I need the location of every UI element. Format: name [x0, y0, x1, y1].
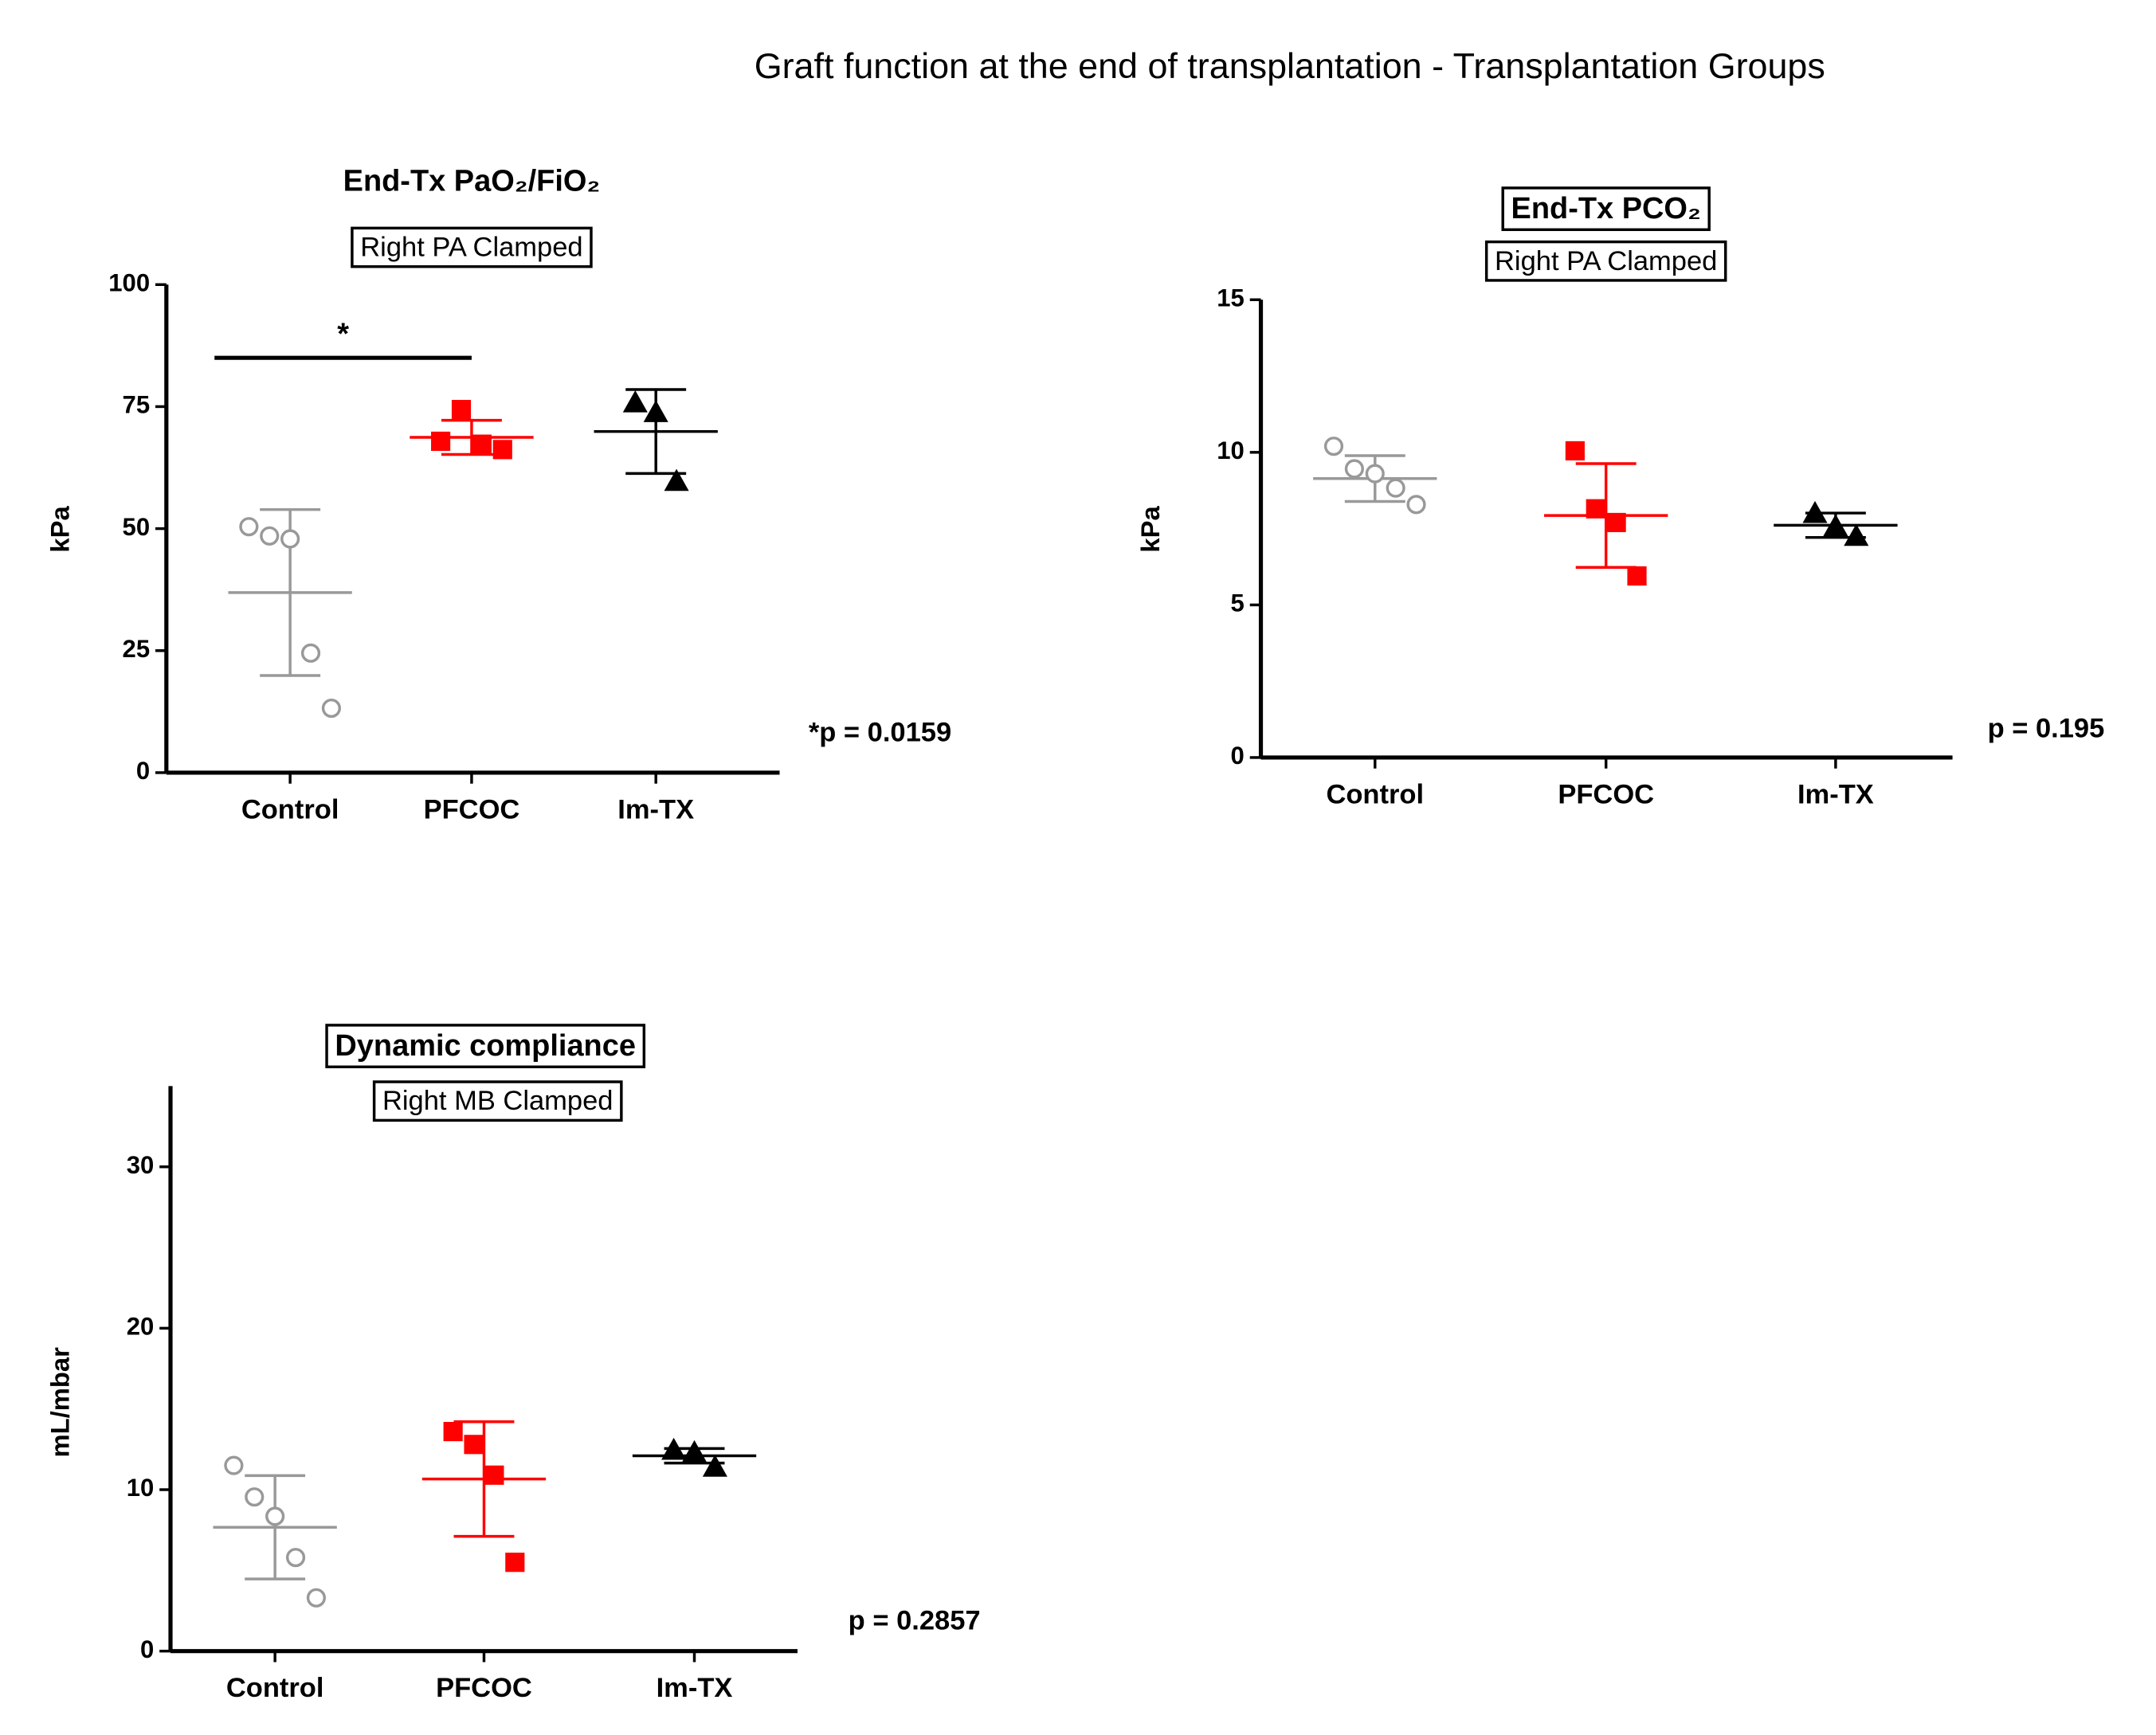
data-point: [1565, 441, 1585, 460]
data-point: [306, 1588, 327, 1608]
data-point: [1586, 499, 1605, 519]
data-point: [661, 1437, 687, 1460]
y-tick-label: 0: [1231, 742, 1245, 770]
x-tick-label: Control: [241, 794, 339, 824]
data-point: [260, 526, 280, 546]
data-point: [321, 698, 341, 719]
chart-title: Dynamic compliance: [335, 1029, 636, 1063]
data-point: [300, 643, 321, 663]
label-box: [325, 1024, 646, 1069]
y-tick-label: 15: [1217, 284, 1245, 311]
data-point: [664, 468, 689, 492]
data-point: [224, 1455, 244, 1475]
data-point: [622, 390, 648, 413]
data-point: [285, 1548, 306, 1568]
data-point: [1344, 459, 1364, 479]
data-point: [265, 1506, 285, 1526]
label-box: [1501, 186, 1711, 232]
data-point: [245, 1487, 265, 1507]
y-tick-label: 0: [136, 757, 150, 785]
y-tick-label: 20: [127, 1313, 155, 1341]
y-axis-label: mL/mbar: [45, 1347, 74, 1458]
y-tick-label: 100: [108, 268, 150, 296]
chart-subtitle: Right PA Clamped: [1495, 246, 1717, 276]
data-point: [1627, 566, 1647, 586]
data-point: [492, 440, 512, 460]
chart-subtitle: Right PA Clamped: [360, 233, 582, 263]
data-point: [239, 517, 259, 537]
y-axis-label: kPa: [1135, 506, 1165, 553]
chart-title: End-Tx PCO₂: [1511, 192, 1701, 225]
data-point: [1823, 514, 1848, 536]
y-tick-label: 30: [127, 1151, 155, 1179]
data-point: [431, 431, 451, 452]
y-tick-label: 0: [140, 1635, 154, 1663]
y-tick-label: 5: [1231, 589, 1245, 617]
data-point: [1386, 478, 1405, 498]
chart-subtitle: Right MB Clamped: [382, 1086, 613, 1116]
p-value: *p = 0.0159: [809, 718, 951, 748]
y-tick-label: 50: [123, 513, 151, 541]
y-tick-label: 75: [123, 391, 151, 419]
data-point: [1323, 437, 1344, 456]
data-point: [451, 400, 472, 420]
data-point: [681, 1439, 708, 1463]
data-point: [505, 1553, 525, 1572]
x-tick-label: Im-TX: [1797, 779, 1874, 809]
label-box: [1484, 240, 1727, 282]
x-tick-label: Control: [226, 1673, 324, 1703]
x-tick-label: Im-TX: [617, 794, 694, 824]
data-point: [1606, 512, 1626, 533]
data-point: [1844, 523, 1869, 546]
data-point: [1365, 464, 1385, 484]
figure-title: Graft function at the end of transplanta…: [755, 45, 1825, 86]
data-point: [443, 1421, 463, 1442]
x-tick-label: PFCOC: [436, 1673, 532, 1703]
data-point: [1802, 500, 1828, 523]
label-box: [372, 1080, 623, 1122]
data-point: [280, 529, 300, 549]
label-box: [351, 226, 593, 268]
p-value: p = 0.2857: [849, 1606, 981, 1636]
x-tick-label: Im-TX: [657, 1673, 733, 1703]
x-tick-label: PFCOC: [1558, 779, 1654, 809]
x-tick-label: PFCOC: [424, 794, 520, 824]
data-point: [484, 1465, 504, 1485]
y-tick-label: 25: [123, 635, 151, 663]
y-tick-label: 10: [1217, 437, 1245, 464]
y-tick-label: 10: [127, 1474, 155, 1502]
significance-label: *: [337, 318, 349, 351]
data-point: [1406, 495, 1426, 515]
x-tick-label: Control: [1326, 779, 1424, 809]
p-value: p = 0.195: [1988, 714, 2105, 744]
chart-title: End-Tx PaO₂/FiO₂: [343, 165, 601, 198]
data-point: [702, 1455, 727, 1477]
data-point: [472, 434, 492, 454]
data-point: [464, 1435, 484, 1455]
data-point: [643, 400, 668, 422]
y-axis-label: kPa: [45, 506, 74, 553]
